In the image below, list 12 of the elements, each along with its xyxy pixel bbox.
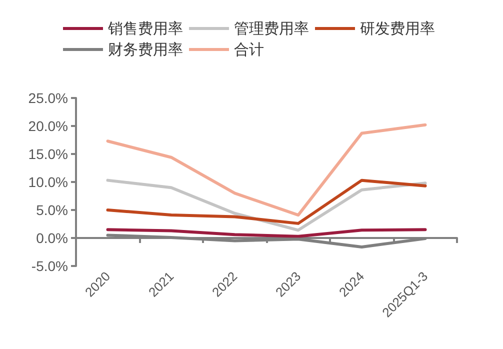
y-tick-label: 5.0%: [36, 202, 68, 218]
y-tick-label: 25.0%: [28, 90, 68, 106]
y-tick-label: 20.0%: [28, 118, 68, 134]
legend-label: 合计: [234, 40, 264, 58]
y-tick-label: 10.0%: [28, 174, 68, 190]
y-tick-label: 0.0%: [36, 230, 68, 246]
y-tick-label: -5.0%: [31, 258, 68, 274]
legend-label: 销售费用率: [107, 20, 183, 38]
legend-label: 研发费用率: [360, 20, 435, 38]
legend-label: 财务费用率: [108, 40, 183, 58]
legend-label: 管理费用率: [234, 20, 309, 38]
y-tick-label: 15.0%: [28, 146, 68, 162]
